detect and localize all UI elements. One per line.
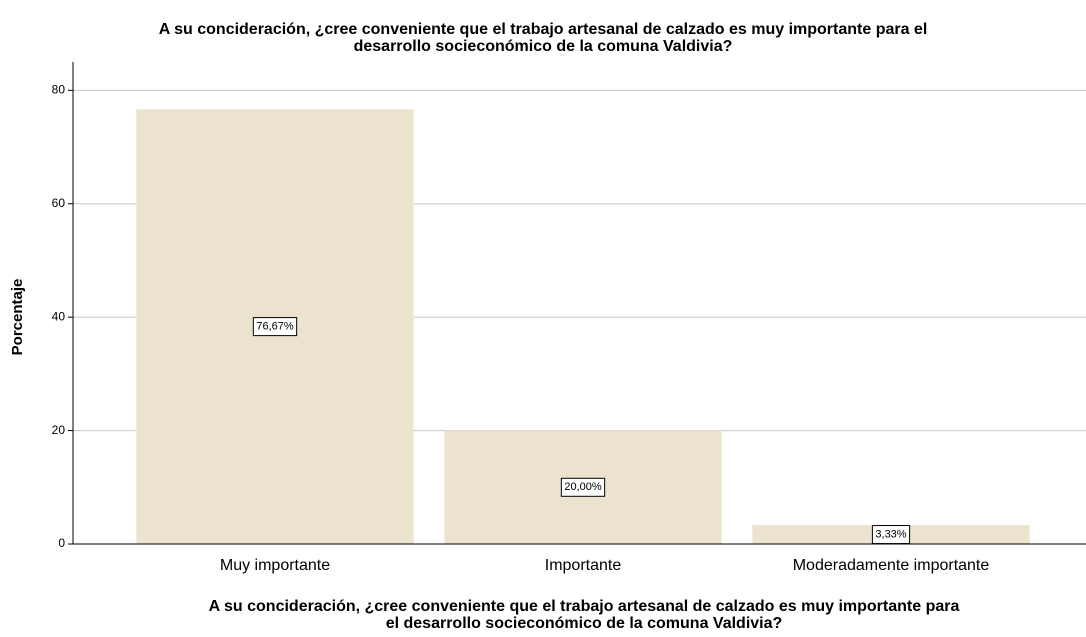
x-tick-label: Moderadamente importante — [793, 557, 990, 574]
y-tick-label: 0 — [58, 536, 65, 550]
y-tick-label: 20 — [52, 423, 66, 437]
y-tick-label: 80 — [52, 83, 66, 97]
y-tick-label: 60 — [52, 196, 66, 210]
value-label-box — [252, 317, 298, 337]
value-label-box — [560, 477, 606, 497]
value-label: 76,67% — [256, 321, 294, 333]
x-tick-label: Muy importante — [220, 557, 330, 574]
value-label: 20,00% — [564, 481, 602, 493]
chart-title: desarrollo socieconómico de la comuna Va… — [354, 38, 733, 55]
x-tick-label: Importante — [545, 557, 622, 574]
y-axis-title: Porcentaje — [9, 279, 26, 356]
y-tick-label: 40 — [52, 309, 66, 323]
x-axis-title: A su concideración, ¿cree conveniente qu… — [209, 598, 960, 615]
x-axis-title: el desarrollo socieconómico de la comuna… — [386, 615, 783, 632]
value-label: 3,33% — [875, 528, 906, 540]
chart-title: A su concideración, ¿cree conveniente qu… — [159, 21, 928, 38]
